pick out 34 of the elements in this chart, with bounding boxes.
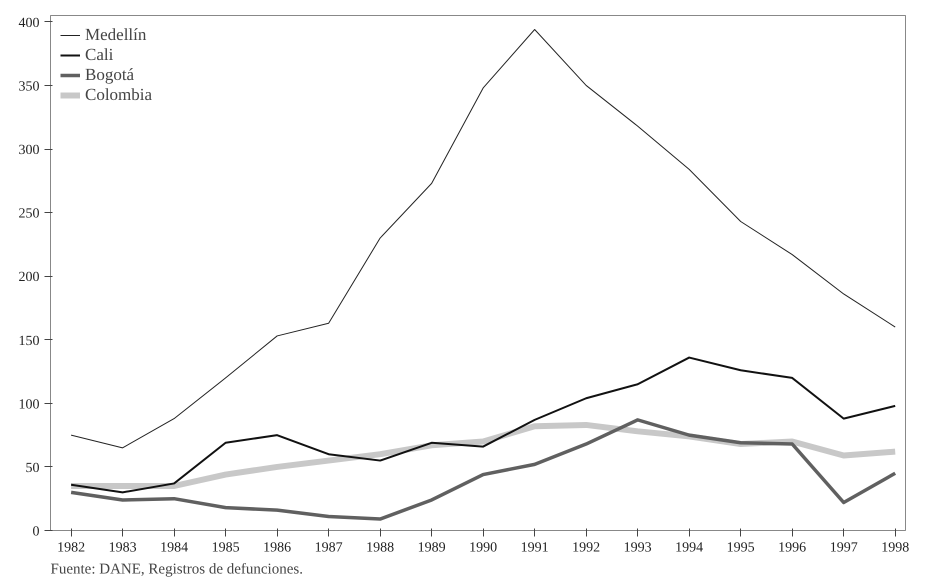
y-tick-label: 200	[18, 270, 40, 286]
y-tick-label: 400	[18, 16, 40, 31]
legend-label: Cali	[85, 45, 114, 65]
x-tick-label: 1993	[624, 540, 652, 556]
line-series	[69, 418, 897, 521]
x-tick-label: 1995	[726, 540, 755, 556]
y-tick-label: 50	[26, 460, 40, 476]
y-tick-label: 0	[32, 524, 40, 540]
legend-label: Bogotá	[85, 65, 134, 85]
y-tick-label: 150	[18, 334, 40, 349]
line-series	[70, 28, 896, 448]
x-tick-label: 1984	[160, 540, 188, 556]
x-tick-label: 1992	[572, 540, 600, 556]
y-tick-label: 100	[18, 397, 40, 412]
x-tick-label: 1986	[263, 540, 292, 556]
x-tick-label: 1994	[675, 540, 704, 556]
legend-label: Medellín	[85, 25, 146, 45]
legend-label: Colombia	[85, 85, 152, 105]
x-tick-label: 1989	[418, 540, 446, 556]
x-tick-label: 1997	[830, 540, 858, 556]
x-tick-label: 1990	[469, 540, 498, 556]
x-tick-label: 1991	[520, 540, 549, 556]
x-tick-label: 1988	[366, 540, 394, 556]
x-tick-label: 1982	[57, 540, 86, 556]
x-tick-label: 1987	[314, 540, 343, 556]
source-note: Fuente: DANE, Registros de defunciones.	[50, 562, 303, 578]
y-tick-label: 300	[18, 143, 40, 158]
x-tick-label: 1998	[881, 540, 910, 556]
line-series	[70, 356, 896, 494]
x-tick-label: 1996	[778, 540, 806, 556]
x-tick-label: 1985	[212, 540, 240, 556]
x-tick-label: 1983	[108, 540, 137, 556]
y-tick-label: 350	[18, 79, 40, 94]
y-tick-label: 250	[18, 206, 40, 222]
